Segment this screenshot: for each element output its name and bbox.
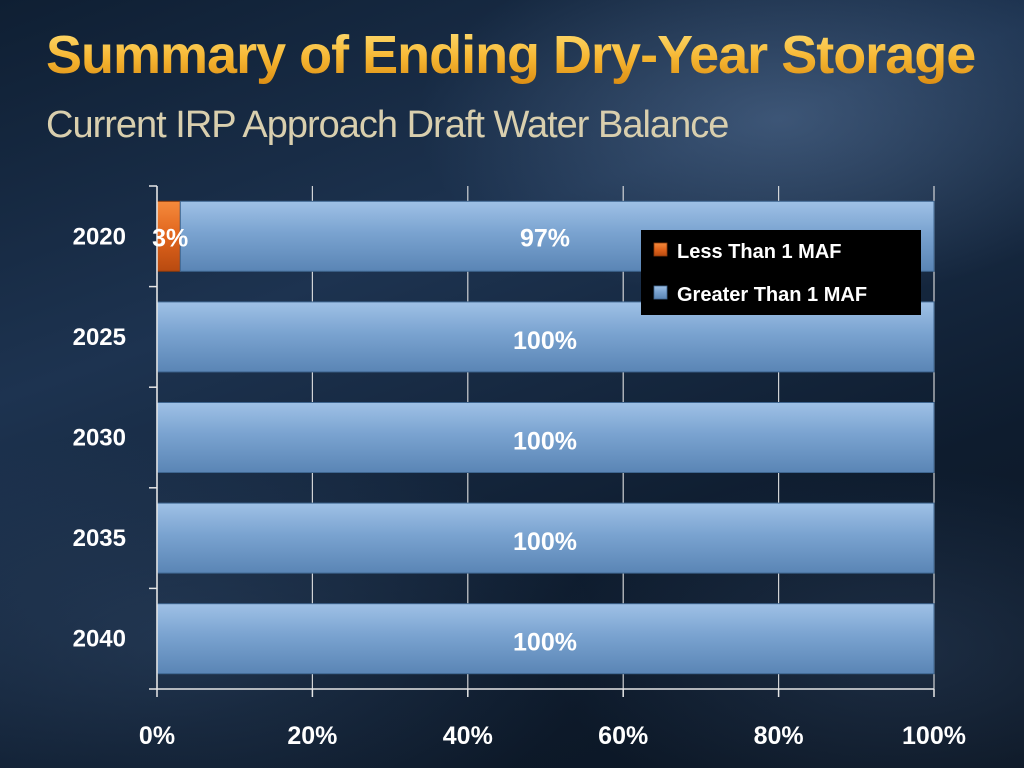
bar-greater-than-1-maf xyxy=(156,402,935,473)
y-tick-label: 2030 xyxy=(73,425,126,452)
y-tick-label: 2025 xyxy=(73,324,126,351)
labels: 2020 2025 2030 2035 2040 3% 97% 100% 100% 100% 100… xyxy=(73,223,966,750)
legend-box xyxy=(641,230,921,315)
data-label-greater-than: 97% xyxy=(520,224,570,252)
legend-label: Greater Than 1 MAF xyxy=(677,284,867,306)
data-label-greater-than: 100% xyxy=(513,327,577,355)
x-tick-label: 60% xyxy=(598,722,648,750)
x-tick-label: 100% xyxy=(902,722,966,750)
data-label-greater-than: 100% xyxy=(513,528,577,556)
data-label-greater-than: 100% xyxy=(513,428,577,456)
slide-title: Summary of Ending Dry-Year Storage xyxy=(46,25,976,85)
y-tick-label: 2040 xyxy=(73,626,126,653)
legend-label: Less Than 1 MAF xyxy=(677,241,841,263)
legend-swatch-greater-than xyxy=(653,285,668,300)
data-label-greater-than: 100% xyxy=(513,629,577,657)
axes xyxy=(149,185,935,697)
x-tick-label: 40% xyxy=(443,722,493,750)
x-tick-label: 0% xyxy=(139,722,175,750)
slide-subtitle: Current IRP Approach Draft Water Balance xyxy=(46,104,729,146)
bar-greater-than-1-maf xyxy=(156,603,935,675)
x-tick-label: 20% xyxy=(287,722,337,750)
y-tick-label: 2020 xyxy=(73,223,126,250)
y-tick-label: 2035 xyxy=(73,525,126,552)
data-label-less-than: 3% xyxy=(152,224,188,252)
x-tick-label: 80% xyxy=(754,722,804,750)
legend-swatch-less-than xyxy=(653,242,668,257)
bar-greater-than-1-maf xyxy=(156,502,935,574)
legend: Less Than 1 MAF Greater Than 1 MAF xyxy=(641,230,921,315)
